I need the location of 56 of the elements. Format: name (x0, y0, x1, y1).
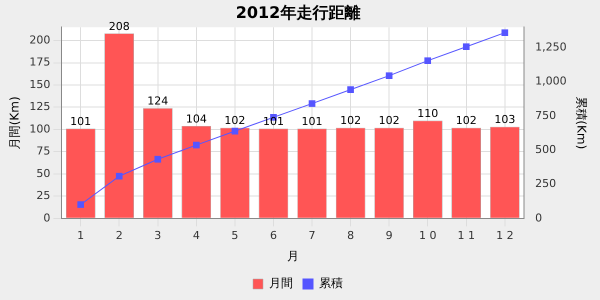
point (232, 128, 238, 134)
point (154, 156, 162, 163)
x-tick-label: 1 0 (418, 228, 436, 242)
data-label: 104 (186, 112, 207, 126)
point (116, 172, 123, 180)
x-tick-label: 8 (347, 228, 354, 242)
y-tick-label: 50 (36, 166, 50, 180)
x-tick-label: 3 (154, 228, 162, 242)
x-tick-label: 7 (308, 228, 316, 242)
chart-title: 2012年走行距離 (236, 2, 360, 22)
data-label: 102 (378, 114, 400, 128)
y2-tick-label: 0 (535, 211, 542, 224)
legend-label: 累積 (319, 276, 343, 290)
point (77, 201, 84, 208)
data-label: 103 (494, 113, 516, 126)
data-label: 124 (147, 94, 168, 108)
x-tick-label: 5 (231, 228, 238, 242)
y2-tick-label: 1,250 (535, 40, 567, 54)
point (462, 43, 470, 50)
data-label: 102 (340, 114, 362, 128)
y2-tick-label: 750 (535, 108, 556, 122)
x-tick-label: 6 (270, 228, 277, 242)
point (502, 29, 508, 36)
data-label: 102 (224, 114, 246, 128)
y-tick-label: 175 (29, 56, 50, 69)
y-tick-label: 25 (36, 189, 50, 202)
x-tick-label: 1 2 (496, 228, 514, 242)
y-tick-label: 200 (29, 33, 50, 46)
y-tick-label: 100 (29, 122, 50, 136)
data-label: 110 (417, 106, 438, 120)
y2-tick-label: 1,000 (535, 74, 567, 88)
y2-tick-label: 500 (535, 142, 556, 156)
x-tick-label: 4 (192, 228, 200, 242)
y2-tick-label: 250 (535, 177, 556, 190)
x-tick-label: 1 1 (458, 228, 476, 242)
point (386, 72, 392, 80)
data-label: 102 (456, 114, 477, 128)
y-tick-label: 0 (43, 211, 50, 224)
data-label: 101 (302, 114, 323, 128)
point (424, 57, 432, 64)
data-label: 101 (70, 114, 92, 128)
point (308, 100, 316, 107)
y-tick-label: 75 (36, 144, 50, 158)
point (193, 142, 200, 148)
data-label: 208 (108, 20, 130, 33)
y-axis-title: 月間(Km) (7, 96, 22, 150)
x-tick-label: 2 (116, 228, 123, 242)
y2-axis-title: 累積(Km) (574, 96, 589, 150)
data-label: 101 (262, 114, 284, 128)
x-tick-label: 9 (386, 228, 393, 242)
point (347, 86, 354, 93)
y-tick-label: 125 (29, 100, 50, 114)
x-tick-label: 1 (77, 228, 84, 242)
legend-label: 月間 (269, 276, 293, 290)
y-tick-label: 150 (29, 78, 50, 91)
x-axis-title: 月 (286, 248, 299, 263)
